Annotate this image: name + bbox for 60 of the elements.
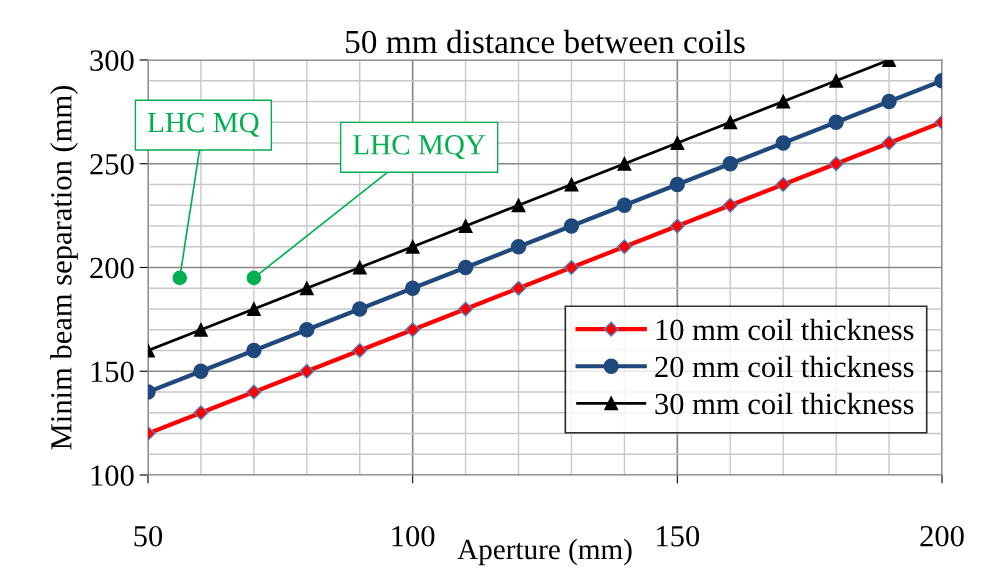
y-tick-label: 200 [90, 257, 134, 279]
point [246, 342, 262, 359]
point [405, 239, 420, 254]
point [405, 322, 421, 338]
point [299, 363, 315, 379]
point [405, 280, 421, 296]
point [246, 384, 262, 400]
point [246, 302, 261, 316]
point [352, 260, 367, 275]
point [246, 270, 262, 286]
point [722, 197, 738, 213]
point [669, 176, 685, 193]
y-tick-label: 300 [90, 50, 134, 71]
point [775, 135, 791, 151]
x-tick-label: 100 [392, 525, 435, 547]
y-tick-label: 100 [91, 465, 134, 486]
point [563, 259, 580, 276]
point [172, 270, 188, 286]
point [510, 280, 527, 296]
x-axis-title: Aperture (mm) [457, 538, 632, 566]
point [617, 156, 632, 171]
point [510, 239, 527, 255]
annotation: LHC MQY [353, 135, 486, 160]
legend-label: 30 mm coil thickness [655, 392, 914, 415]
x-tick-label: 150 [657, 525, 700, 547]
point [723, 115, 738, 130]
chart-title: 50 mm distance between coils [346, 29, 745, 54]
point [828, 114, 844, 130]
point [193, 363, 209, 379]
point [511, 198, 526, 213]
point [564, 177, 579, 192]
point [881, 93, 897, 110]
point [458, 301, 474, 317]
legend-label: 10 mm coil thickness [656, 318, 914, 341]
point [670, 136, 685, 150]
point [352, 342, 368, 359]
x-tick-label: 50 [134, 525, 163, 547]
point [881, 135, 897, 151]
point [776, 94, 791, 109]
x-tick-label: 200 [920, 525, 964, 547]
point [299, 281, 314, 296]
point [352, 301, 368, 317]
y-tick-label: 250 [90, 154, 134, 175]
y-tick-label: 150 [91, 361, 134, 383]
annotation: LHC MQ [147, 112, 260, 137]
y-axis-title: Minim beam separation (mm) [50, 85, 78, 450]
point [299, 322, 315, 338]
point [458, 219, 473, 233]
point [193, 322, 208, 337]
point [669, 218, 685, 234]
point [457, 259, 474, 276]
point [616, 239, 632, 255]
point [828, 156, 844, 172]
point [722, 156, 738, 172]
point [616, 197, 633, 213]
point [775, 176, 791, 193]
legend-label: 20 mm coil thickness [655, 355, 914, 378]
point [193, 405, 209, 421]
point [563, 218, 580, 234]
point [829, 73, 844, 88]
